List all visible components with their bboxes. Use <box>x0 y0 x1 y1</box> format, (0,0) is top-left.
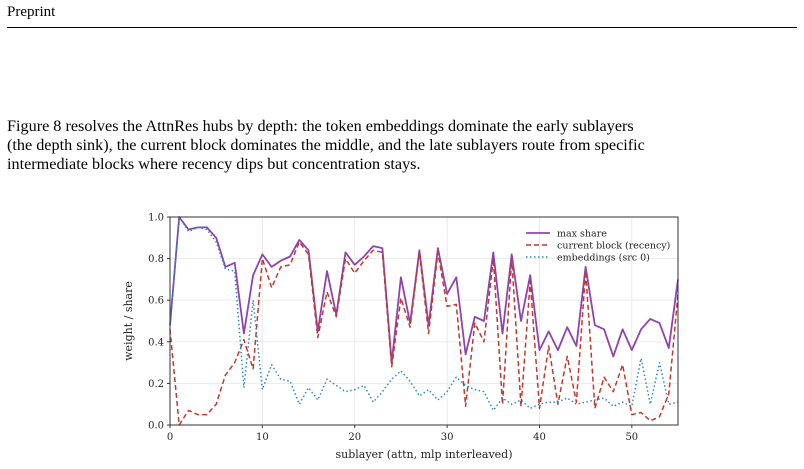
x-tick-label: 50 <box>625 432 638 443</box>
y-tick-label: 0.4 <box>148 337 164 348</box>
body-paragraph: Figure 8 resolves the AttnRes hubs by de… <box>7 117 797 174</box>
paragraph-line: (the depth sink), the current block domi… <box>7 136 645 154</box>
plot-frame <box>169 216 679 426</box>
page-header: Preprint <box>7 4 56 20</box>
x-tick-label: 20 <box>348 432 361 443</box>
x-axis-label: sublayer (attn, mlp interleaved) <box>335 448 512 461</box>
y-axis-label: weight / share <box>122 281 135 361</box>
x-tick-label: 10 <box>256 432 269 443</box>
y-tick-label: 0.0 <box>148 421 164 432</box>
legend-label: embeddings (src 0) <box>557 253 650 264</box>
x-tick-label: 30 <box>441 432 454 443</box>
series-line-embeddings <box>169 216 679 412</box>
header-rule <box>7 27 797 28</box>
x-tick-label: 0 <box>167 432 173 443</box>
legend-label: max share <box>557 229 607 240</box>
y-tick-label: 0.8 <box>148 254 164 265</box>
y-tick-label: 0.2 <box>148 379 164 390</box>
paragraph-line: intermediate blocks where recency dips b… <box>7 155 421 173</box>
chart-series <box>169 216 679 426</box>
paragraph-line: Figure 8 resolves the AttnRes hubs by de… <box>7 117 634 135</box>
y-tick-label: 1.0 <box>148 213 164 224</box>
y-tick-label: 0.6 <box>148 296 164 307</box>
series-line-current <box>169 241 679 426</box>
chart-ticks: 0 10 20 30 40 50 0.0 0.2 0.4 0.6 0.8 1.0 <box>148 213 638 444</box>
x-tick-label: 40 <box>533 432 546 443</box>
legend-label: current block (recency) <box>557 241 670 252</box>
